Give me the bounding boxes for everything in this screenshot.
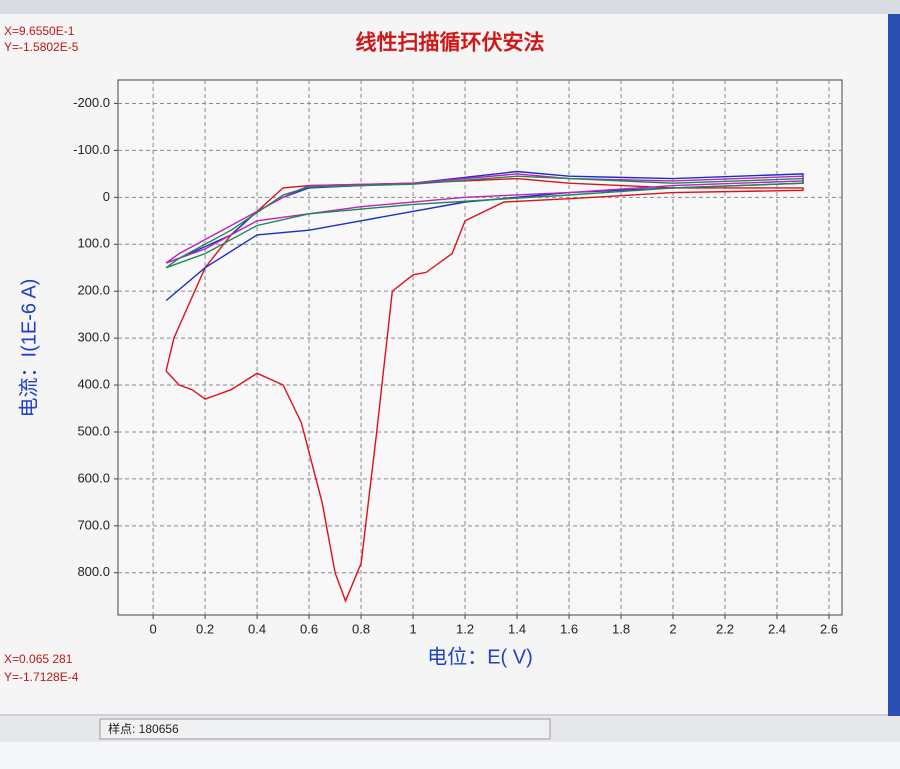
x-tick-label: 0.4 xyxy=(248,621,266,636)
x-tick-label: 1.6 xyxy=(560,621,578,636)
x-tick-label: 0.8 xyxy=(352,621,370,636)
status-cell xyxy=(99,718,551,740)
toolbar xyxy=(0,0,900,14)
data-line xyxy=(165,177,804,603)
y-tick-label: -100.0 xyxy=(73,142,110,157)
window-border xyxy=(888,14,900,734)
plot-area xyxy=(117,79,843,616)
cursor-y: Y=-1.5802E-5 xyxy=(4,40,79,54)
data-line xyxy=(165,173,804,264)
y-tick-label: 700.0 xyxy=(77,517,110,532)
x-tick-label: 0 xyxy=(149,621,156,636)
y-tick-label: 100.0 xyxy=(77,236,110,251)
y-tick-label: 600.0 xyxy=(77,470,110,485)
y-tick-label: 400.0 xyxy=(77,376,110,391)
cursor-x: X=0.065 281 xyxy=(4,652,73,666)
y-tick-label: 500.0 xyxy=(77,423,110,438)
data-line xyxy=(165,175,804,269)
y-tick-label: 200.0 xyxy=(77,283,110,298)
x-tick-label: 2 xyxy=(669,621,676,636)
cursor-y: Y=-1.7128E-4 xyxy=(4,670,79,684)
y-tick-label: 300.0 xyxy=(77,330,110,345)
x-tick-label: 1.4 xyxy=(508,621,526,636)
status-text: 样点: 180656 xyxy=(108,721,179,736)
x-tick-label: 1.8 xyxy=(612,621,630,636)
y-tick-label: 800.0 xyxy=(77,564,110,579)
x-tick-label: 0.6 xyxy=(300,621,318,636)
x-tick-label: 2.4 xyxy=(768,621,786,636)
x-tick-label: 2.2 xyxy=(716,621,734,636)
y-tick-label: -200.0 xyxy=(73,95,110,110)
x-tick-label: 2.6 xyxy=(820,621,838,636)
x-tick-label: 1.2 xyxy=(456,621,474,636)
y-tick-label: 0 xyxy=(103,189,110,204)
y-axis-label: 电流：I(1E-6 A) xyxy=(17,279,40,418)
x-tick-label: 1 xyxy=(409,621,416,636)
chart-title: 线性扫描循环伏安法 xyxy=(356,31,545,55)
x-axis-label: 电位：E( V) xyxy=(427,645,533,668)
x-tick-label: 0.2 xyxy=(196,621,214,636)
cursor-x: X=9.6550E-1 xyxy=(4,24,75,38)
desktop-strip xyxy=(0,742,900,769)
